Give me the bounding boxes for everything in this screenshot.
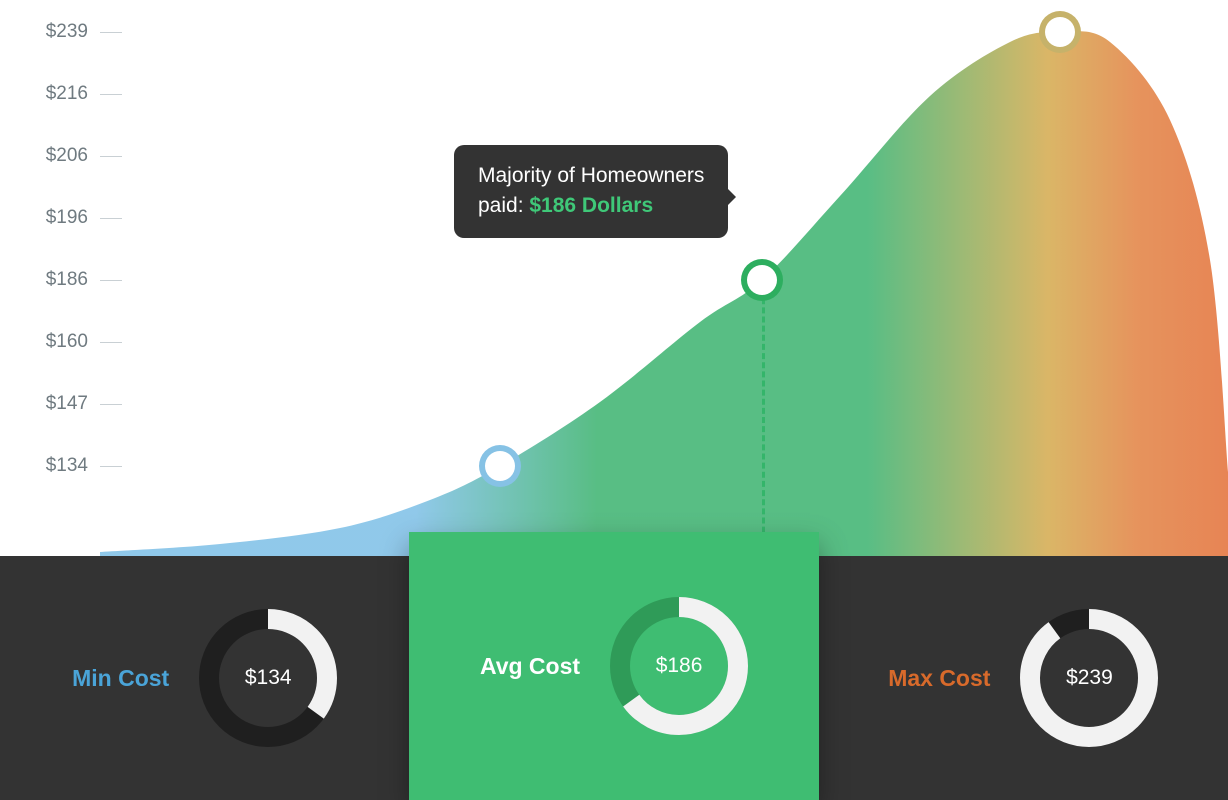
tooltip-line2-accent: $186 Dollars (529, 194, 653, 217)
max-marker (1045, 17, 1075, 47)
y-tick-label: $147 (46, 393, 88, 415)
avg-cost-label: Avg Cost (480, 653, 580, 680)
y-tick-label: $134 (46, 455, 88, 477)
min-cost-card: Min Cost $134 (0, 556, 409, 800)
min-cost-value: $134 (199, 609, 337, 747)
cost-tooltip: Majority of Homeowners paid: $186 Dollar… (454, 145, 728, 238)
max-cost-value: $239 (1020, 609, 1158, 747)
y-tick-label: $216 (46, 83, 88, 105)
cost-chart-widget: $239 $216 $206 $196 $186 $160 $147 $134 (0, 0, 1228, 800)
y-tick-label: $206 (46, 145, 88, 167)
avg-cost-card: Avg Cost $186 (409, 532, 818, 800)
avg-marker (747, 265, 777, 295)
y-tick-label: $196 (46, 207, 88, 229)
max-cost-card: Max Cost $239 (819, 556, 1228, 800)
chart-plot (100, 0, 1228, 560)
min-cost-donut: $134 (199, 609, 337, 747)
y-tick-label: $160 (46, 331, 88, 353)
min-cost-label: Min Cost (72, 665, 169, 692)
tooltip-line1: Majority of Homeowners (478, 161, 704, 191)
y-tick-label: $186 (46, 269, 88, 291)
max-cost-label: Max Cost (888, 665, 990, 692)
avg-cost-donut: $186 (610, 597, 748, 735)
tooltip-line2: paid: $186 Dollars (478, 191, 704, 221)
cost-summary-footer: Min Cost $134 Avg Cost $186 Max Cost (0, 556, 1228, 800)
y-tick-label: $239 (46, 21, 88, 43)
avg-vertical-line (762, 280, 765, 560)
avg-cost-value: $186 (610, 597, 748, 735)
area-curve-svg (100, 0, 1228, 560)
min-marker (485, 451, 515, 481)
y-axis-labels: $239 $216 $206 $196 $186 $160 $147 $134 (0, 0, 100, 560)
chart-area: $239 $216 $206 $196 $186 $160 $147 $134 (0, 0, 1228, 560)
tooltip-line2-prefix: paid: (478, 194, 529, 217)
max-cost-donut: $239 (1020, 609, 1158, 747)
